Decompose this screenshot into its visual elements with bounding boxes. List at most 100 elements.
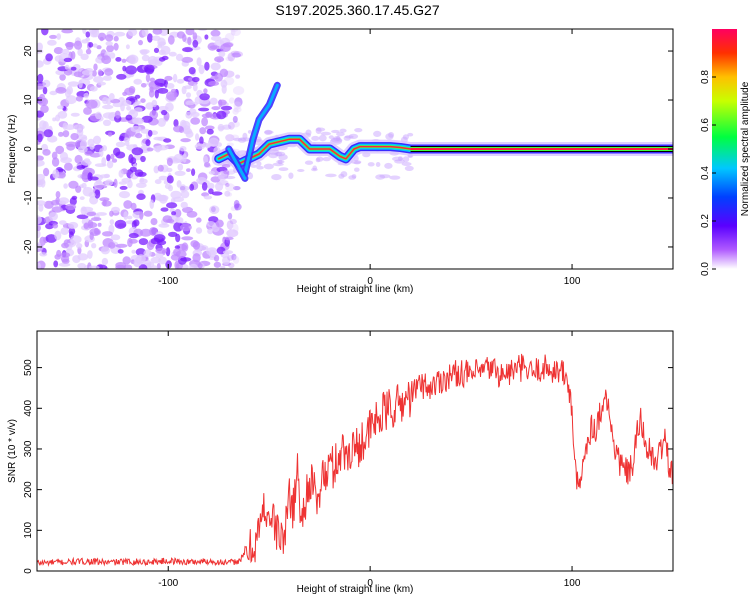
noise-blob (288, 172, 294, 179)
colorbar: 0.0 0.2 0.4 0.6 0.8 Normalized spectral ampl… (700, 29, 750, 276)
noise-blob (192, 253, 201, 263)
noise-blob (60, 252, 71, 258)
noise-blob (232, 255, 240, 264)
noise-blob (42, 86, 48, 95)
noise-blob (135, 182, 147, 188)
noise-blob (59, 220, 67, 226)
noise-blob (66, 143, 76, 151)
noise-blob (95, 184, 108, 189)
y-tick-label: 300 (23, 440, 34, 457)
noise-blob (73, 40, 83, 50)
noise-blob (125, 114, 133, 121)
noise-blob (180, 138, 191, 143)
noise-blob (225, 183, 235, 192)
noise-blob (213, 254, 220, 262)
noise-blob (61, 242, 69, 249)
noise-blob (164, 75, 173, 81)
noise-blob (134, 94, 141, 99)
noise-blob (174, 208, 182, 218)
noise-blob (140, 98, 146, 103)
noise-blob (174, 245, 181, 250)
noise-blob (211, 106, 221, 111)
noise-blob (77, 246, 82, 255)
noise-blob (37, 229, 41, 239)
noise-blob (234, 201, 239, 211)
noise-blob (102, 231, 113, 237)
noise-blob (214, 56, 225, 63)
noise-blob (201, 117, 209, 127)
noise-blob (158, 223, 170, 228)
noise-blob (158, 175, 168, 181)
noise-blob (318, 134, 327, 142)
noise-blob (39, 252, 48, 257)
noise-blob (97, 69, 103, 77)
noise-blob (208, 81, 220, 86)
noise-blob (230, 29, 241, 37)
noise-blob (204, 162, 211, 168)
noise-blob (182, 34, 187, 42)
noise-blob (51, 157, 60, 167)
noise-blob (135, 133, 143, 139)
colorbar-ticks: 0.0 0.2 0.4 0.6 0.8 (700, 70, 716, 276)
noise-blob (401, 162, 412, 166)
noise-blob (65, 203, 77, 211)
noise-blob (196, 57, 202, 67)
noise-blob (165, 247, 171, 257)
noise-blob (131, 249, 136, 254)
noise-blob (305, 129, 312, 136)
noise-blob (228, 121, 235, 130)
noise-blob (82, 29, 87, 34)
noise-blob (87, 219, 94, 229)
noise-blob (122, 256, 131, 265)
noise-blob (143, 64, 155, 73)
noise-blob (227, 192, 233, 197)
noise-blob (55, 145, 65, 155)
noise-blob (70, 133, 79, 141)
noise-blob (57, 111, 68, 119)
noise-blob (130, 125, 142, 133)
noise-blob (208, 170, 215, 175)
noise-blob (208, 249, 216, 258)
noise-blob (55, 114, 61, 122)
y-tick-label: 500 (23, 359, 34, 376)
noise-blob (204, 61, 210, 71)
noise-blob (118, 191, 131, 199)
noise-blob (211, 191, 223, 196)
noise-blob (64, 41, 75, 48)
noise-blob (163, 138, 172, 143)
noise-blob (114, 110, 121, 119)
noise-blob (224, 190, 231, 197)
noise-blob (48, 212, 59, 221)
noise-blob (177, 163, 184, 171)
noise-blob (80, 159, 92, 166)
noise-blob (229, 29, 239, 32)
noise-blob (152, 35, 161, 41)
noise-blob (225, 56, 233, 61)
noise-blob (133, 257, 142, 267)
noise-blob (37, 179, 44, 188)
noise-blob (190, 117, 201, 125)
x-tick-label: 0 (367, 276, 373, 287)
snr-x-label: Height of straight line (km) (297, 584, 414, 595)
noise-blob (158, 256, 168, 265)
noise-blob (149, 199, 155, 209)
noise-blob (209, 205, 220, 214)
noise-blob (222, 250, 234, 255)
noise-blob (198, 107, 210, 112)
noise-blob (322, 157, 331, 162)
noise-blob (204, 34, 209, 40)
noise-blob (111, 158, 118, 163)
noise-blob (53, 260, 59, 268)
noise-blob (233, 199, 240, 209)
noise-blob (223, 170, 230, 175)
noise-blob (102, 112, 115, 119)
noise-blob (168, 51, 177, 57)
noise-blob (129, 166, 137, 173)
noise-blob (109, 210, 114, 217)
noise-blob (101, 257, 109, 266)
noise-blob (166, 202, 178, 209)
noise-blob (65, 95, 77, 105)
noise-blob (152, 29, 163, 35)
noise-blob (166, 167, 173, 173)
noise-blob (153, 47, 160, 54)
